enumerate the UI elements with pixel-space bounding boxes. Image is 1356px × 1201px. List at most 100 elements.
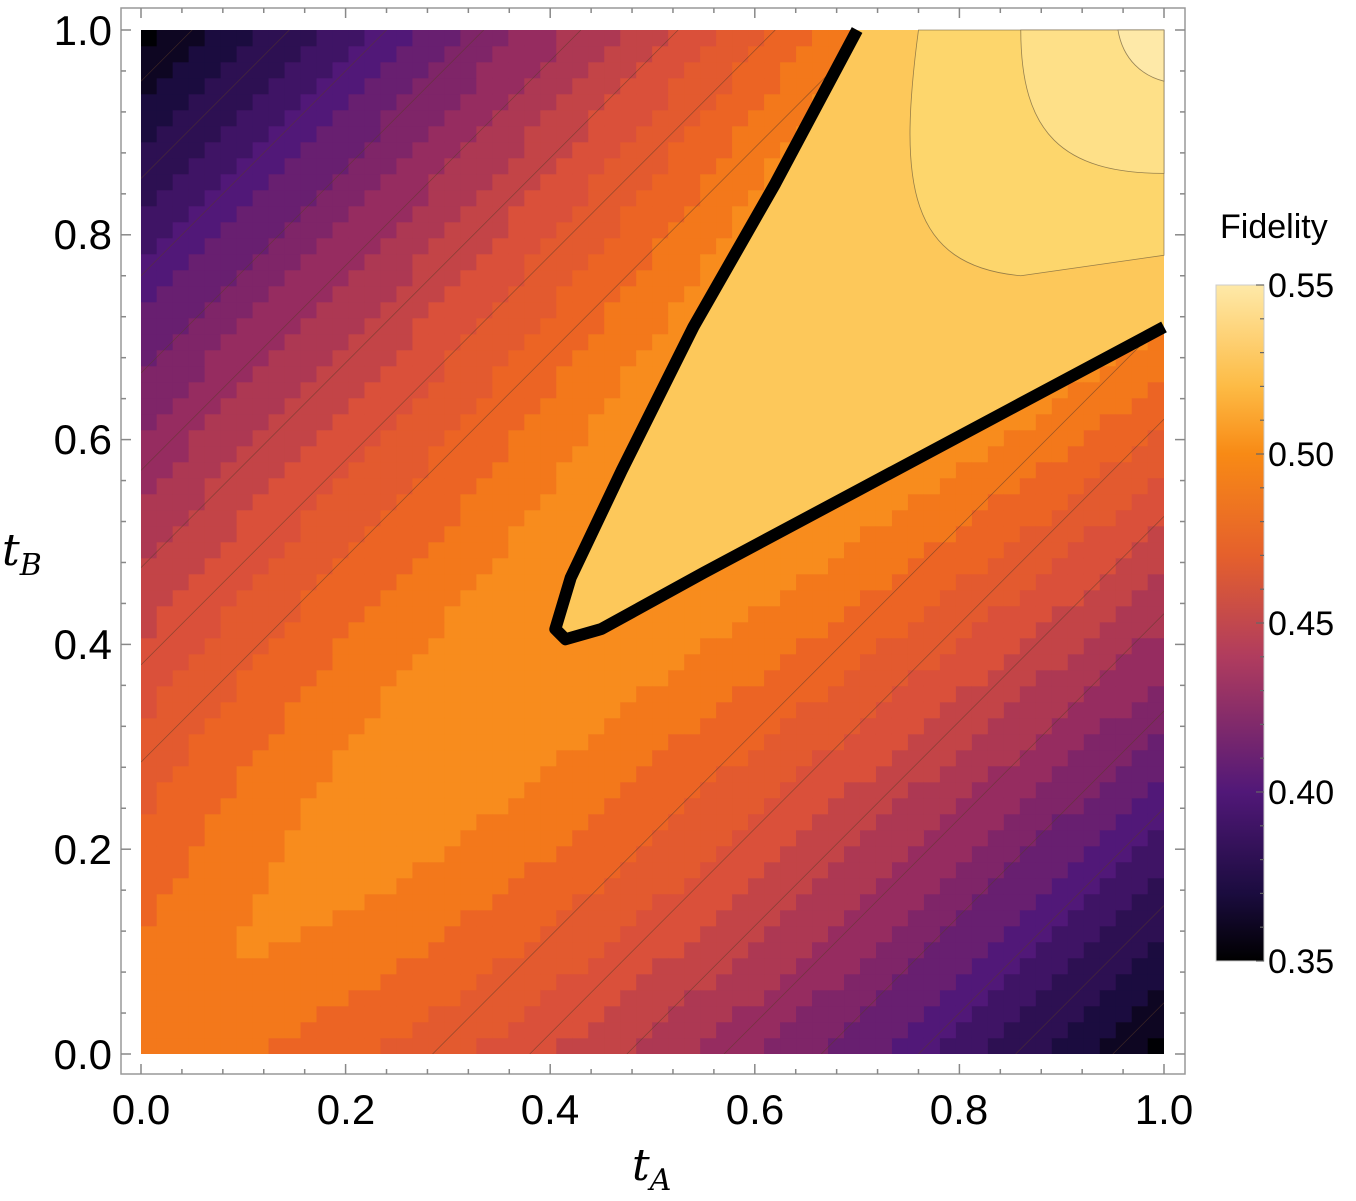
heatmap-cell <box>1019 893 1037 911</box>
heatmap-cell <box>1099 797 1117 815</box>
heatmap-cell <box>1115 669 1133 687</box>
heatmap-cell <box>556 829 573 847</box>
heatmap-cell <box>748 669 765 687</box>
heatmap-cell <box>540 909 557 927</box>
heatmap-cell <box>141 77 158 95</box>
heatmap-cell <box>300 637 318 655</box>
heatmap-cell <box>540 285 557 303</box>
heatmap-cell <box>268 525 286 543</box>
heatmap-cell <box>923 509 941 527</box>
heatmap-cell <box>987 909 1005 927</box>
heatmap-cell <box>716 653 733 671</box>
heatmap-cell <box>460 445 477 463</box>
heatmap-cell <box>891 1037 909 1054</box>
heatmap-cell <box>588 877 605 895</box>
heatmap-cell <box>252 30 270 47</box>
heatmap-cell <box>156 445 174 463</box>
heatmap-cell <box>1115 941 1133 959</box>
heatmap-cell <box>268 733 286 751</box>
heatmap-cell <box>444 269 461 287</box>
heatmap-cell <box>1035 925 1053 943</box>
heatmap-cell <box>412 765 430 783</box>
heatmap-cell <box>460 317 477 335</box>
heatmap-cell <box>812 621 829 639</box>
heatmap-cell <box>412 333 430 351</box>
heatmap-cell <box>716 189 733 207</box>
heatmap-cell <box>364 989 382 1007</box>
heatmap-cell <box>141 717 158 735</box>
heatmap-cell <box>524 557 541 575</box>
heatmap-cell <box>172 461 190 479</box>
heatmap-cell <box>939 1037 957 1054</box>
heatmap-cell <box>636 317 653 335</box>
heatmap-cell <box>316 541 334 559</box>
heatmap-cell <box>923 653 941 671</box>
heatmap-cell <box>796 765 813 783</box>
heatmap-cell <box>492 269 509 287</box>
heatmap-cell <box>524 957 541 975</box>
heatmap-cell <box>652 1021 669 1039</box>
heatmap-cell <box>396 237 414 255</box>
heatmap-cell <box>220 253 238 271</box>
heatmap-cell <box>1035 1021 1053 1039</box>
heatmap-cell <box>923 621 941 639</box>
heatmap-cell <box>204 973 222 991</box>
heatmap-cell <box>220 333 238 351</box>
heatmap-cell <box>891 749 909 767</box>
heatmap-cell <box>141 925 158 943</box>
x-axis-label: tA <box>632 1140 671 1198</box>
heatmap-cell <box>476 349 493 367</box>
heatmap-cell <box>907 909 925 927</box>
heatmap-cell <box>540 173 557 191</box>
heatmap-cell <box>300 333 318 351</box>
heatmap-cell <box>300 829 318 847</box>
heatmap-cell <box>572 989 589 1007</box>
heatmap-cell <box>620 829 637 847</box>
heatmap-cell <box>380 237 398 255</box>
heatmap-cell <box>668 669 685 687</box>
heatmap-cell <box>1067 653 1085 671</box>
heatmap-cell <box>1115 509 1133 527</box>
heatmap-cell <box>348 173 366 191</box>
heatmap-cell <box>300 221 318 239</box>
heatmap-cell <box>939 941 957 959</box>
heatmap-cell <box>636 829 653 847</box>
heatmap-cell <box>907 973 925 991</box>
heatmap-cell <box>588 861 605 879</box>
heatmap-cell <box>268 989 286 1007</box>
heatmap-cell <box>188 93 206 111</box>
colorbar-tick-labels: 0.35 0.40 0.45 0.50 0.55 <box>1268 267 1334 981</box>
heatmap-cell <box>172 317 190 335</box>
heatmap-cell <box>828 941 845 959</box>
heatmap-cell <box>284 349 302 367</box>
heatmap-cell <box>204 333 222 351</box>
heatmap-cell <box>412 829 430 847</box>
heatmap-cell <box>604 861 621 879</box>
heatmap-cell <box>460 557 477 575</box>
heatmap-cell <box>891 813 909 831</box>
heatmap-cell <box>396 477 414 495</box>
heatmap-cell <box>412 605 430 623</box>
heatmap-cell <box>396 429 414 447</box>
heatmap-cell <box>652 765 669 783</box>
heatmap-cell <box>508 749 525 767</box>
heatmap-cell <box>620 1037 637 1054</box>
heatmap-cell <box>1003 429 1021 447</box>
heatmap-cell <box>668 237 685 255</box>
heatmap-cell <box>236 877 254 895</box>
heatmap-cell <box>268 621 286 639</box>
heatmap-cell <box>572 765 589 783</box>
heatmap-cell <box>971 541 989 559</box>
heatmap-cell <box>556 717 573 735</box>
heatmap-cell <box>891 909 909 927</box>
heatmap-cell <box>1083 445 1101 463</box>
heatmap-cell <box>955 525 973 543</box>
heatmap-cell <box>844 877 861 895</box>
heatmap-cell <box>236 637 254 655</box>
heatmap-cell <box>828 829 845 847</box>
heatmap-cell <box>476 77 493 95</box>
heatmap-cell <box>1115 845 1133 863</box>
heatmap-cell <box>891 573 909 591</box>
heatmap-cell <box>923 605 941 623</box>
heatmap-cell <box>1035 877 1053 895</box>
